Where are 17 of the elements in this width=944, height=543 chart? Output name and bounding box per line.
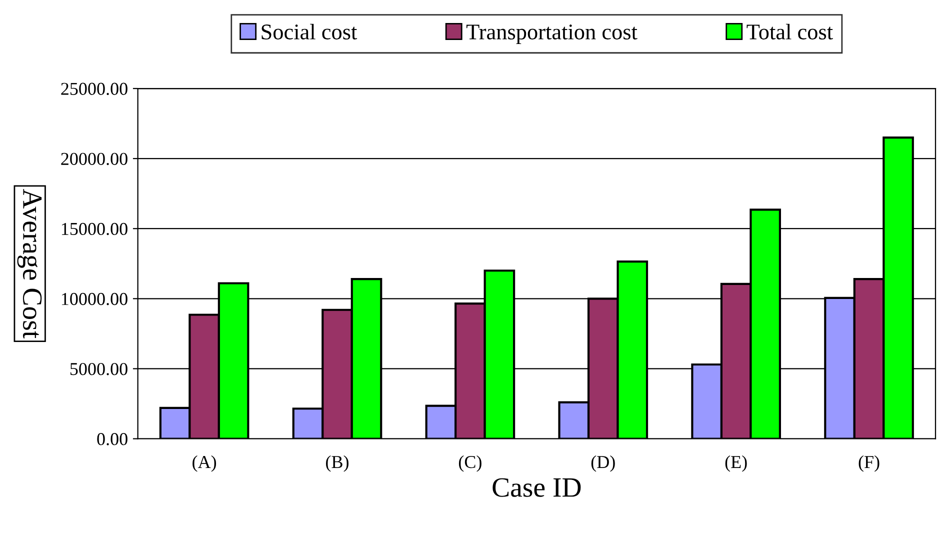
y-tick-label: 25000.00 — [61, 82, 128, 96]
y-tick-label: 0.00 — [97, 433, 128, 446]
y-tick-label: 15000.00 — [62, 222, 128, 236]
x-tick-label: (D) — [591, 455, 615, 472]
x-tick-label: (F) — [858, 455, 880, 472]
x-tick-label: (E) — [725, 455, 747, 472]
y-axis-title: Average Cost — [17, 188, 42, 338]
legend-label: Social cost — [262, 24, 358, 40]
x-tick-label: (B) — [326, 455, 348, 472]
x-axis-title: Case ID — [492, 478, 581, 497]
y-tick-label: 20000.00 — [61, 152, 128, 166]
y-tick-label: 10000.00 — [62, 292, 128, 306]
x-tick-label: (A) — [192, 455, 216, 472]
y-tick-label: 5000.00 — [70, 362, 128, 376]
x-tick-label: (C) — [458, 455, 482, 472]
legend-label: Total cost — [746, 24, 833, 40]
legend-label: Transportation cost — [466, 24, 638, 44]
